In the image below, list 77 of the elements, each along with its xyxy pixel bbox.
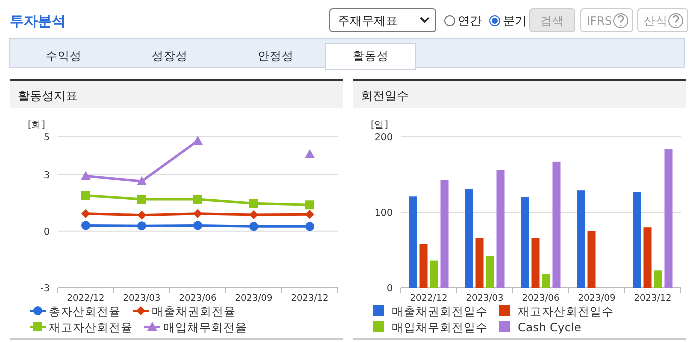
legend-label: 총자산회전율 bbox=[49, 304, 121, 318]
text: 분기 bbox=[503, 14, 527, 28]
point bbox=[82, 191, 90, 200]
text: 연간 bbox=[458, 14, 482, 28]
text: 산식 bbox=[644, 14, 668, 28]
x-tick-label: 2023/06 bbox=[179, 294, 217, 304]
bar bbox=[577, 190, 586, 288]
y-axis-title: [회] bbox=[28, 120, 46, 131]
bar bbox=[654, 270, 662, 288]
bar bbox=[430, 260, 438, 288]
bar bbox=[486, 256, 494, 288]
x-tick-label: 2023/12 bbox=[634, 294, 672, 304]
y-tick-label: 200 bbox=[374, 132, 393, 144]
bar bbox=[644, 228, 652, 288]
legend-label: 재고자산회전율 bbox=[49, 320, 133, 334]
legend-label: 매입채무회전율 bbox=[164, 320, 248, 334]
chart-title: 활동성지표 bbox=[18, 89, 78, 103]
point bbox=[250, 199, 258, 208]
y-tick-label: 0 bbox=[44, 226, 50, 238]
point bbox=[250, 210, 258, 220]
legend-label: Cash Cycle bbox=[518, 320, 582, 334]
point bbox=[305, 149, 315, 158]
bar bbox=[409, 196, 418, 288]
x-tick-label: 2022/12 bbox=[67, 294, 105, 304]
chart-title: 회전일수 bbox=[361, 89, 409, 103]
x-tick-label: 2023/09 bbox=[578, 294, 616, 304]
bar bbox=[476, 238, 484, 288]
bar bbox=[664, 149, 673, 288]
point bbox=[82, 209, 90, 218]
text: 검색 bbox=[540, 14, 564, 28]
point bbox=[137, 176, 147, 186]
text: 수익성 bbox=[46, 49, 82, 63]
text: 활동성 bbox=[353, 49, 389, 63]
point bbox=[82, 221, 90, 230]
text: 성장성 bbox=[152, 49, 188, 63]
x-tick-label: 2023/03 bbox=[123, 294, 161, 304]
bar bbox=[420, 244, 428, 288]
bar bbox=[588, 231, 596, 288]
x-tick-label: 2023/12 bbox=[291, 294, 329, 304]
text: 안정성 bbox=[258, 49, 294, 63]
y-tick-label: 3 bbox=[44, 170, 50, 182]
y-tick-label: 100 bbox=[374, 208, 393, 219]
legend-label: 매출채권회전율 bbox=[152, 304, 236, 318]
bar bbox=[633, 192, 642, 288]
text: 투자분석 bbox=[10, 14, 66, 30]
point bbox=[81, 171, 91, 180]
point bbox=[306, 200, 314, 210]
point bbox=[194, 221, 202, 230]
point bbox=[306, 210, 314, 220]
bar bbox=[440, 180, 449, 288]
bar bbox=[532, 238, 540, 288]
point bbox=[194, 194, 202, 204]
legend-label: 매출채권회전일수 bbox=[392, 304, 488, 318]
text: 주재무제표 bbox=[338, 14, 398, 28]
bar bbox=[465, 189, 474, 288]
bar bbox=[496, 170, 505, 288]
bar bbox=[521, 197, 530, 288]
x-tick-label: 2023/09 bbox=[235, 294, 273, 304]
x-tick-label: 2023/03 bbox=[466, 294, 504, 304]
point bbox=[193, 136, 203, 145]
y-tick-label: 5 bbox=[44, 132, 50, 144]
text: IFRS bbox=[587, 14, 612, 28]
legend-label: 매입채무회전일수 bbox=[392, 320, 488, 334]
y-tick-label: -3 bbox=[40, 284, 50, 294]
point bbox=[194, 209, 202, 218]
point bbox=[250, 222, 258, 232]
legend-label: 재고자산회전일수 bbox=[518, 304, 614, 318]
point bbox=[138, 222, 146, 231]
point bbox=[306, 222, 314, 232]
x-tick-label: 2022/12 bbox=[410, 294, 448, 304]
x-tick-label: 2023/06 bbox=[522, 294, 560, 304]
bar bbox=[542, 274, 550, 288]
bar bbox=[552, 162, 561, 288]
point bbox=[138, 210, 146, 220]
point bbox=[138, 194, 146, 204]
y-axis-title: [일] bbox=[371, 120, 388, 131]
y-tick-label: 0 bbox=[386, 284, 393, 294]
